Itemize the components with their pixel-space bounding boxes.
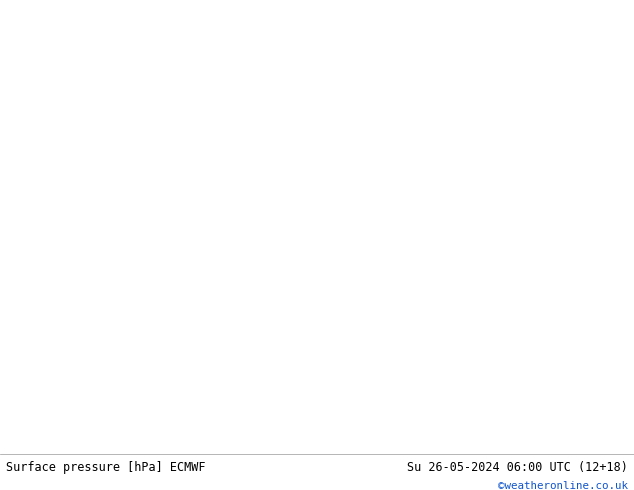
Text: Surface pressure [hPa] ECMWF: Surface pressure [hPa] ECMWF <box>6 461 206 474</box>
Text: Su 26-05-2024 06:00 UTC (12+18): Su 26-05-2024 06:00 UTC (12+18) <box>407 461 628 474</box>
Text: ©weatheronline.co.uk: ©weatheronline.co.uk <box>498 481 628 490</box>
